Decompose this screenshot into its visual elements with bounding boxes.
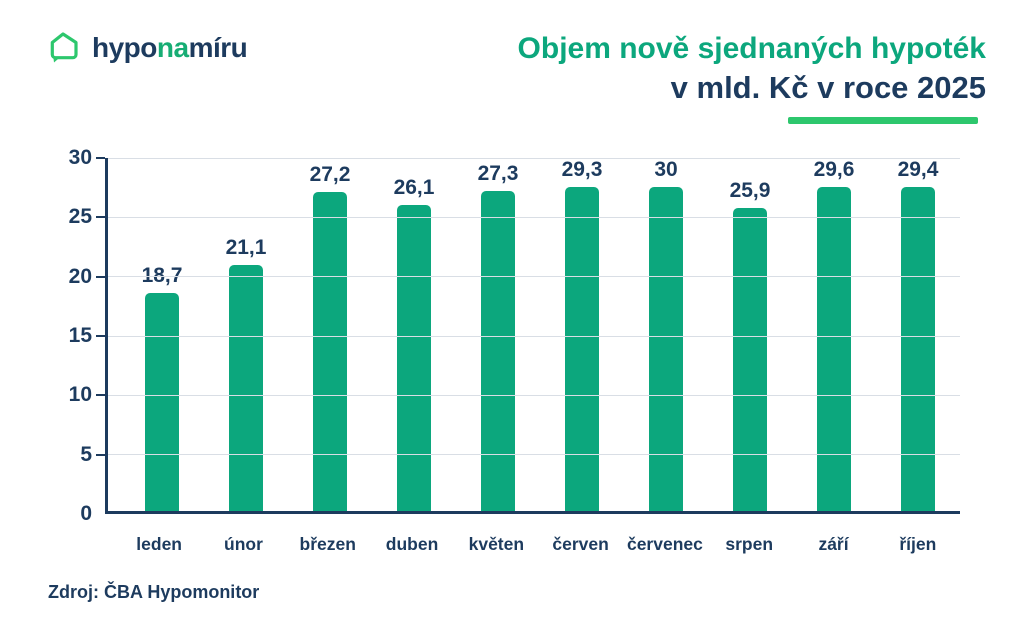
bar-column-únor: 21,1 (204, 158, 288, 511)
x-axis-label-duben: duben (385, 534, 439, 554)
bar-duben (397, 205, 431, 511)
logo-text-prefix: hypo (92, 32, 157, 63)
gridline-25 (108, 216, 960, 218)
bar-column-červenec: 30 (624, 158, 708, 511)
x-axis-label-únor: únor (224, 534, 263, 554)
bar-column-srpen: 25,9 (708, 158, 792, 511)
bar-value-srpen: 25,9 (729, 178, 771, 202)
gridline-30 (108, 157, 960, 159)
logo-text-suffix: míru (188, 32, 248, 63)
bar-květen (481, 191, 515, 511)
plot-area: 18,7 21,1 27,2 26,1 27,3 29,3 30 25,9 29,6 29,4 (105, 157, 960, 514)
gridline-5 (108, 454, 960, 456)
y-tick-20 (96, 275, 105, 278)
bar-value-duben: 26,1 (393, 176, 435, 200)
bar-series: 18,7 21,1 27,2 26,1 27,3 29,3 30 25,9 29,6 29,4 (108, 158, 960, 511)
y-axis-label-0: 0 (80, 502, 92, 525)
gridline-15 (108, 335, 960, 337)
bar-value-leden: 18,7 (141, 264, 183, 288)
gridline-10 (108, 394, 960, 396)
page-title-line2: v mld. Kč v roce 2025 (670, 70, 986, 105)
x-axis-labels: leden únor březen duben květen červen červenec… (105, 534, 960, 555)
y-axis-label-10: 10 (68, 383, 92, 407)
bar-value-červen: 29,3 (561, 158, 603, 181)
x-axis-label-říjen: říjen (899, 534, 937, 554)
bar-value-květen: 27,3 (477, 162, 519, 186)
y-tick-30 (96, 157, 105, 159)
y-tick-10 (96, 394, 105, 397)
bar-column-březen: 27,2 (288, 158, 372, 511)
bar-srpen (733, 207, 767, 511)
logo: hyponamíru (45, 30, 248, 66)
y-axis-label-20: 20 (68, 264, 92, 288)
page-title: Objem nově sjednaných hypoték v mld. Kč … (518, 30, 986, 124)
bar-value-březen: 27,2 (309, 163, 351, 187)
bar-červen (565, 187, 599, 511)
bar-chart: 0 5 10 15 20 25 30 18,7 21,1 27,2 26,1 27,3 29,3 30 2… (0, 146, 1024, 525)
y-axis-label-25: 25 (68, 205, 92, 229)
x-axis-label-březen: březen (299, 534, 356, 554)
x-axis-label-červen: červen (552, 534, 609, 554)
house-chat-bubble-icon (50, 32, 78, 63)
x-axis-label-květen: květen (468, 534, 525, 554)
gridline-20 (108, 276, 960, 278)
logo-text: hyponamíru (92, 32, 248, 64)
bar-value-říjen: 29,4 (897, 158, 939, 181)
y-tick-25 (96, 216, 105, 219)
bar-březen (313, 192, 347, 511)
x-axis-label-červenec: červenec (626, 534, 703, 554)
bar-červenec (649, 187, 683, 511)
bar-únor (229, 264, 263, 511)
bar-column-červen: 29,3 (540, 158, 624, 511)
bar-column-říjen: 29,4 (876, 158, 960, 511)
page-title-line1: Objem nově sjednaných hypoték (517, 32, 986, 65)
y-axis-labels: 0 5 10 15 20 25 30 (0, 146, 92, 525)
bar-value-červenec: 30 (654, 158, 678, 181)
y-tick-5 (96, 453, 105, 456)
y-axis-label-5: 5 (80, 442, 92, 466)
logo-text-highlight: na (156, 32, 189, 63)
bar-column-září: 29,6 (792, 158, 876, 511)
source-text: Zdroj: ČBA Hypomonitor (48, 582, 260, 602)
y-axis-label-30: 30 (68, 146, 92, 169)
bar-column-květen: 27,3 (456, 158, 540, 511)
x-axis-label-září: září (818, 534, 849, 554)
bar-leden (145, 293, 179, 511)
y-axis-label-15: 15 (68, 324, 92, 347)
y-tick-15 (96, 335, 105, 337)
x-axis-label-srpen: srpen (725, 534, 774, 554)
bar-column-leden: 18,7 (120, 158, 204, 511)
title-underline-accent (788, 117, 978, 124)
bar-říjen (901, 187, 935, 511)
bar-září (817, 187, 851, 511)
bar-column-duben: 26,1 (372, 158, 456, 511)
bar-value-únor: 21,1 (225, 235, 267, 259)
bar-value-září: 29,6 (813, 158, 855, 181)
x-axis-label-leden: leden (136, 534, 182, 554)
